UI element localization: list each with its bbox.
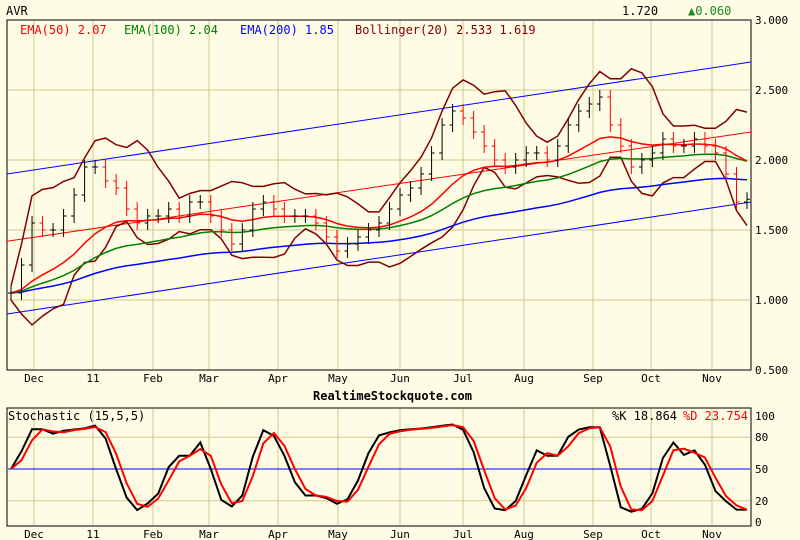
stoch-title: Stochastic (15,5,5) [8, 409, 146, 423]
price-xtick-label: Apr [268, 372, 288, 385]
price-ytick-label: 1.000 [755, 294, 788, 307]
stoch-k-line [10, 423, 748, 513]
price-xtick-label: Jul [453, 372, 473, 385]
stoch-ytick-label: 50 [755, 463, 768, 476]
stoch-d-line [10, 424, 748, 512]
trendline-1 [6, 201, 752, 315]
stoch-ytick-label: 0 [755, 516, 762, 529]
stoch-k: %K 18.864 [612, 409, 678, 423]
stoch-ytick-label: 100 [755, 410, 775, 423]
stoch-xtick-label: May [328, 528, 348, 540]
price-panel [6, 19, 752, 371]
price-xtick-label: Nov [702, 372, 722, 385]
stochastic-panel [6, 407, 752, 527]
price-xtick-label: Feb [143, 372, 163, 385]
stoch-xtick-label: Jul [453, 528, 473, 540]
price-xtick-label: Oct [641, 372, 661, 385]
price-ytick-label: 2.000 [755, 154, 788, 167]
last-price: 1.720 [622, 4, 659, 18]
stoch-xtick-label: Aug [514, 528, 534, 540]
price-xtick-label: Aug [514, 372, 534, 385]
price-xtick-label: Dec [24, 372, 44, 385]
price-ytick-label: 1.500 [755, 224, 788, 237]
price-ytick-label: 3.000 [755, 14, 788, 27]
stoch-ytick-label: 20 [755, 495, 768, 508]
stoch-xtick-label: Oct [641, 528, 661, 540]
bollinger-lower [10, 156, 748, 326]
symbol: AVR [6, 4, 28, 18]
stoch-xtick-label: Nov [702, 528, 722, 540]
stoch-xtick-label: Dec [24, 528, 44, 540]
stoch-xtick-label: Mar [199, 528, 219, 540]
stoch-xtick-label: Apr [268, 528, 288, 540]
stoch-xtick-label: Jun [390, 528, 410, 540]
price-xtick-label: 11 [86, 372, 99, 385]
ema200-line [10, 177, 748, 294]
price-ytick-label: 0.500 [755, 364, 788, 377]
watermark: RealtimeStockquote.com [313, 389, 472, 403]
stoch-xtick-label: 11 [86, 528, 99, 540]
stoch-d: %D 23.754 [683, 409, 749, 423]
stoch-xtick-label: Sep [583, 528, 603, 540]
legend-ema200: EMA(200) 1.85 [240, 23, 334, 37]
legend-bollinger: Bollinger(20) 2.533 1.619 [355, 23, 536, 37]
price-xtick-label: Mar [199, 372, 219, 385]
price-xtick-label: May [328, 372, 348, 385]
price-xtick-label: Jun [390, 372, 410, 385]
legend-ema100: EMA(100) 2.04 [124, 23, 218, 37]
bollinger-upper [10, 67, 748, 287]
legend-ema50: EMA(50) 2.07 [20, 23, 107, 37]
trendline-0 [6, 61, 752, 175]
stoch-ytick-label: 80 [755, 431, 768, 444]
trendline-2 [6, 131, 752, 242]
price-change: ▲0.060 [688, 4, 732, 18]
price-xtick-label: Sep [583, 372, 603, 385]
price-ytick-label: 2.500 [755, 84, 788, 97]
stoch-xtick-label: Feb [143, 528, 163, 540]
